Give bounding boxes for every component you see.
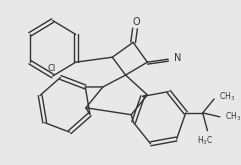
- Text: Cl: Cl: [48, 64, 56, 73]
- Text: H$_3$C: H$_3$C: [197, 134, 214, 147]
- Text: O: O: [132, 16, 140, 27]
- Text: CH$_3$: CH$_3$: [219, 91, 235, 103]
- Text: CH$_3$: CH$_3$: [225, 111, 241, 123]
- Text: N: N: [174, 53, 181, 63]
